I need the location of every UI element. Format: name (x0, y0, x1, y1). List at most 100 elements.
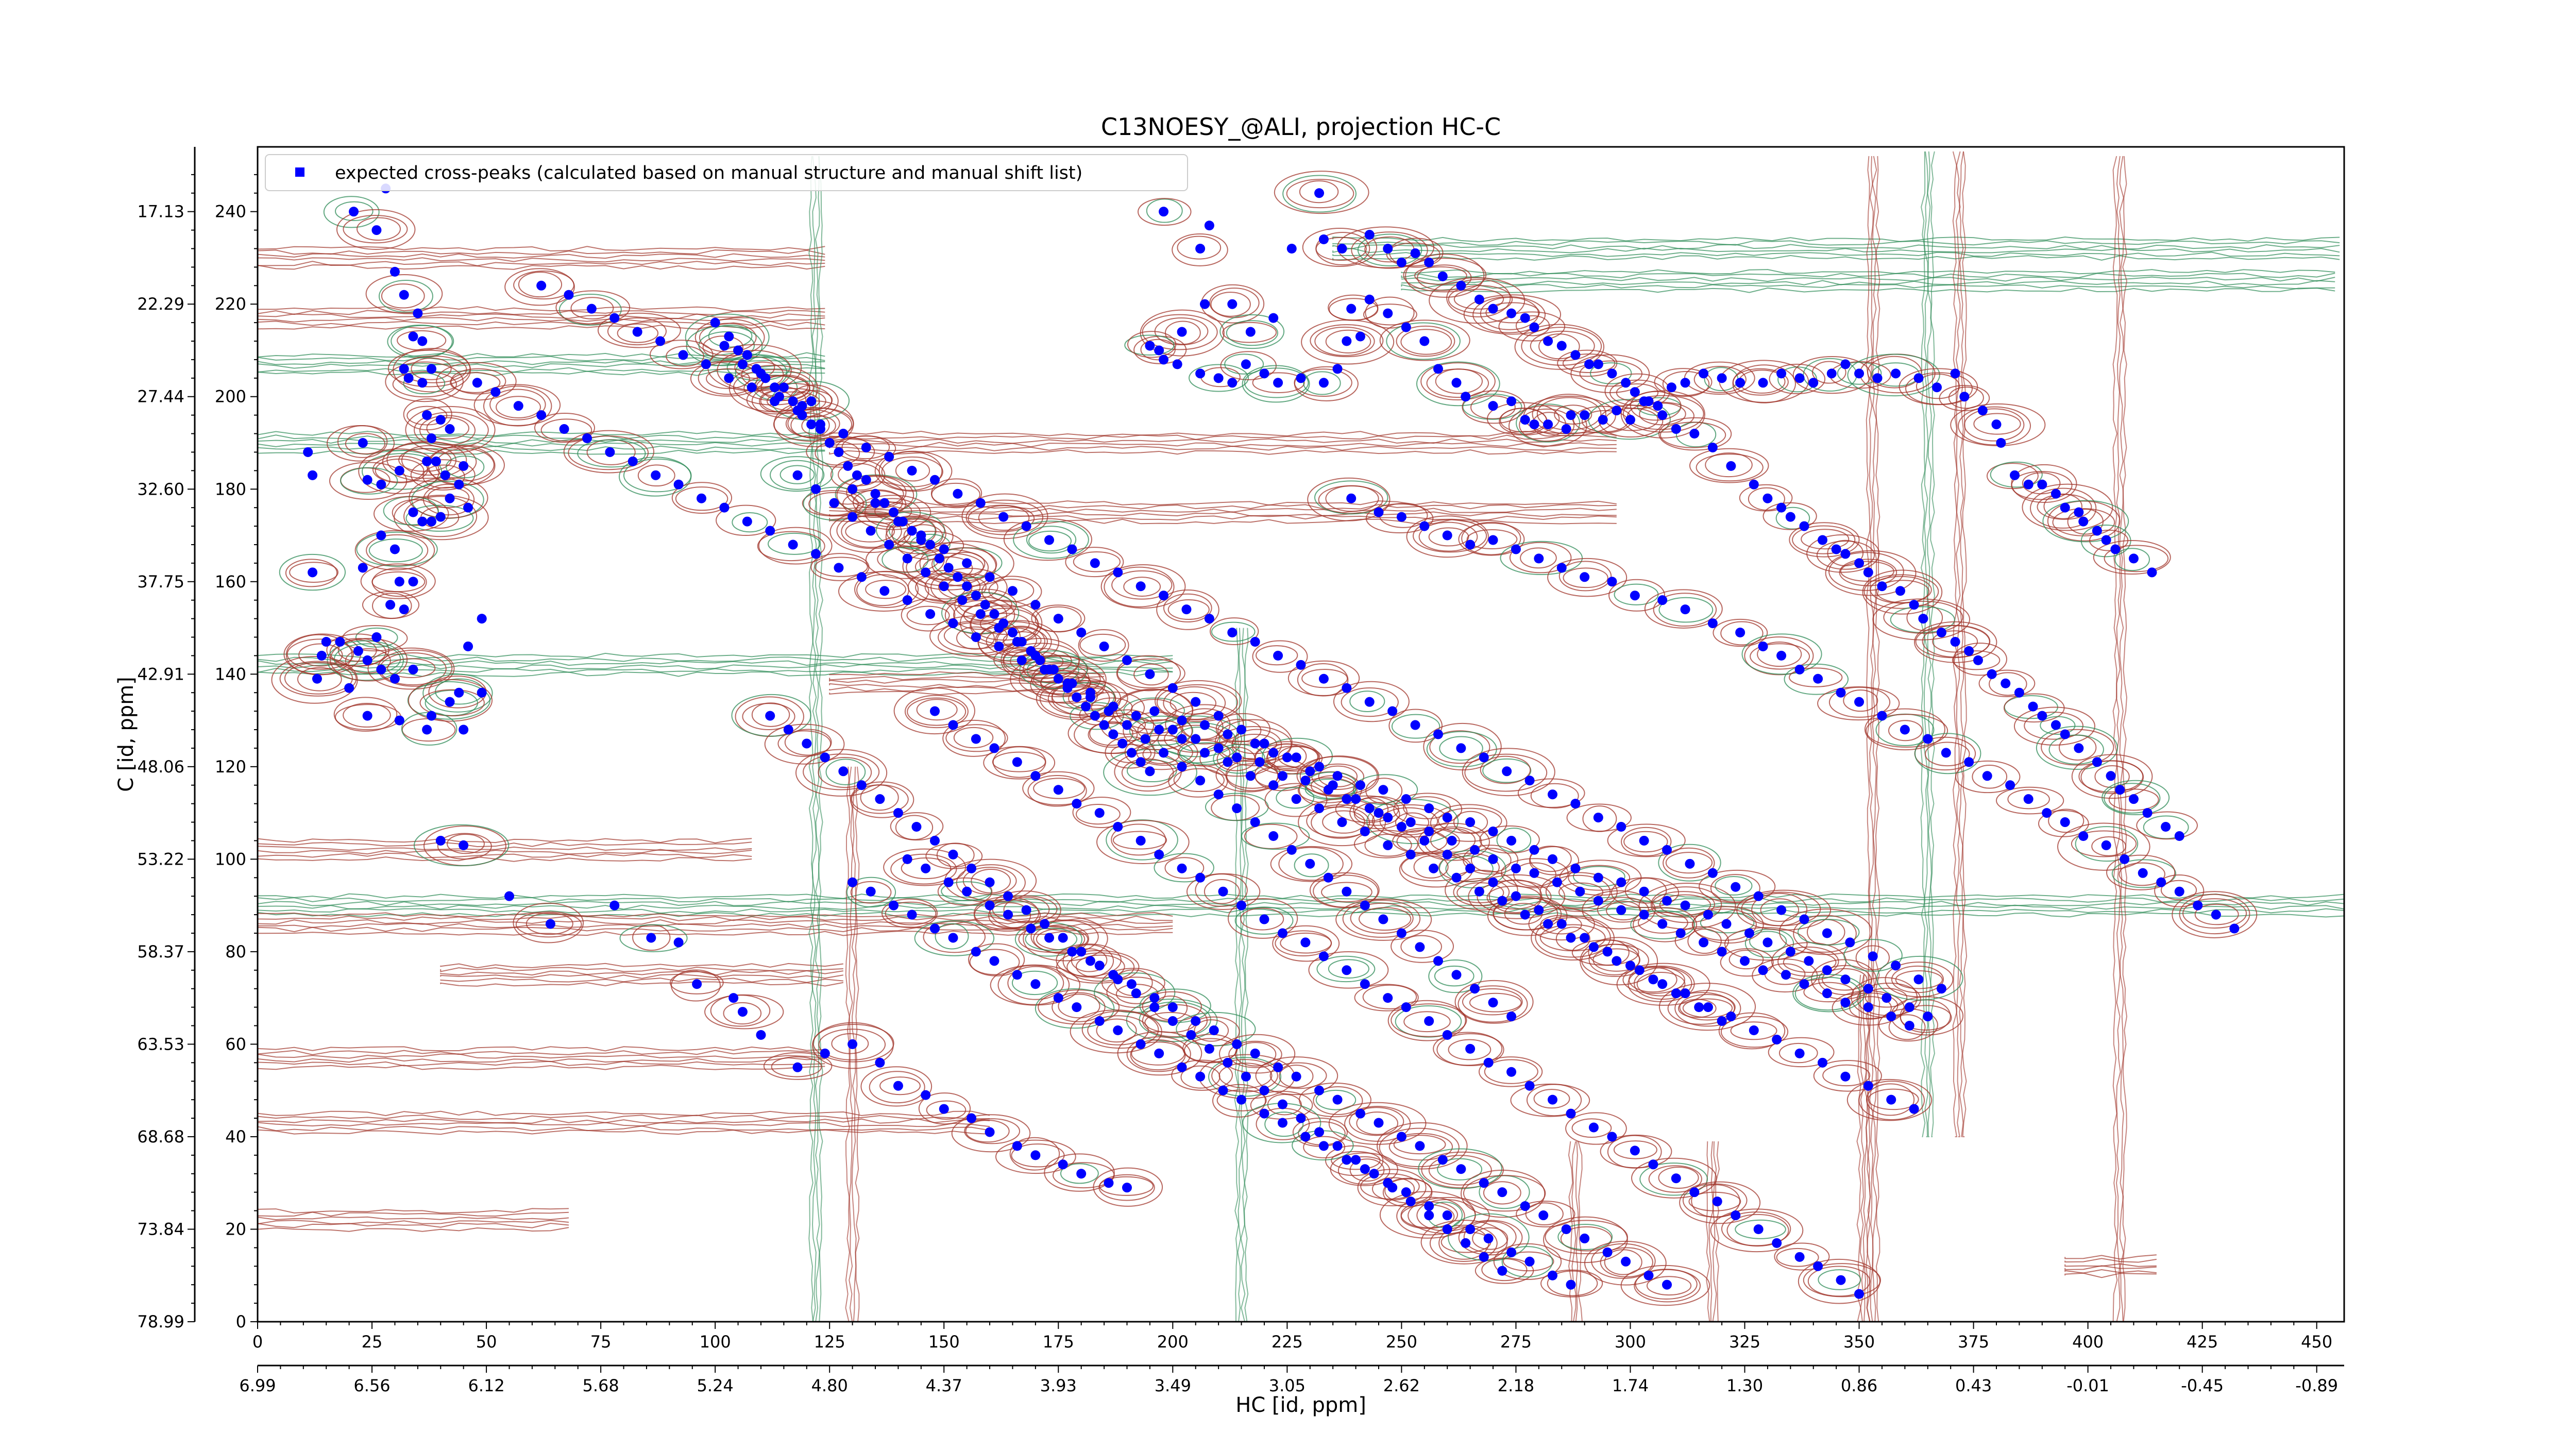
contour-ring (1131, 1041, 1185, 1066)
cross-peak-marker (861, 442, 871, 452)
contour-stripe (2064, 1258, 2157, 1263)
cross-peak-marker (1140, 734, 1150, 744)
cross-peak-marker (1506, 835, 1517, 846)
contour-ring (941, 592, 1020, 634)
cross-peak-marker (1369, 1169, 1379, 1179)
cross-peak-marker (2037, 479, 2047, 490)
contour-ring (1027, 774, 1087, 807)
cross-peak-marker (1561, 424, 1571, 434)
cross-peak-marker (1753, 891, 1764, 901)
contour-ring (1387, 1000, 1466, 1041)
contour-ring (1607, 823, 1686, 857)
contour-ring (1952, 650, 2001, 670)
contour-ring (770, 460, 825, 490)
cross-peak-marker (1241, 1071, 1251, 1082)
cross-peak-marker (1923, 734, 1933, 744)
contour-stripe (258, 1110, 990, 1117)
contour-ring (1736, 889, 1832, 931)
contour-ring (1316, 955, 1376, 983)
cross-peak-marker (1387, 706, 1398, 716)
contour-ring (1313, 1086, 1363, 1115)
contour-ring (993, 647, 1046, 673)
contour-ring (1866, 714, 1948, 748)
cross-peak-marker (1195, 872, 1206, 883)
contour-streak (1578, 1141, 1583, 1322)
cross-peak-marker (1799, 521, 1809, 531)
cross-peak-marker (1351, 794, 1361, 804)
cross-peak-marker (1662, 1279, 1672, 1290)
cross-peak-marker (728, 993, 739, 1003)
cross-peak-marker (1030, 600, 1041, 610)
cross-peak-marker (1497, 1266, 1507, 1276)
cross-peak-marker (1479, 1252, 1489, 1262)
cross-peak-marker (879, 498, 890, 508)
contour-ring (1604, 1249, 1642, 1275)
cross-peak-marker (1913, 373, 1924, 383)
cross-peak-marker (1694, 1002, 1704, 1013)
cross-peak-marker (609, 313, 620, 323)
cross-peak-marker (1744, 928, 1754, 938)
cross-peak-marker (770, 382, 780, 393)
cross-peak-marker (1286, 243, 1297, 254)
contour-ring (1396, 325, 1455, 357)
contour-ring (1606, 901, 1641, 921)
cross-peak-marker (2060, 502, 2070, 513)
cross-peak-marker (719, 341, 730, 351)
cross-peak-marker (1689, 1187, 1700, 1198)
cross-peak-marker (1588, 1122, 1599, 1133)
cross-peak-marker (1323, 872, 1333, 883)
contour-ring (496, 396, 541, 418)
cross-peak-marker (1405, 1197, 1416, 1207)
contour-ring (1100, 564, 1186, 609)
cross-peak-marker (1048, 664, 1059, 675)
contour-ring (1623, 831, 1668, 853)
contour-ring (803, 753, 880, 790)
cross-peak-marker (1067, 947, 1077, 957)
cross-peak-marker (724, 373, 734, 383)
contour-ring (1658, 597, 1714, 623)
cross-peak-marker (1556, 341, 1567, 351)
cross-peak-marker (1442, 530, 1452, 541)
contour-ring (1547, 1270, 1598, 1296)
cross-peak-marker (1648, 974, 1658, 985)
cross-peak-marker (1351, 1155, 1361, 1165)
cross-peak-marker (1840, 998, 1851, 1008)
cross-peak-marker (1520, 1201, 1530, 1211)
contour-ring (1234, 906, 1294, 935)
cross-peak-marker (362, 475, 372, 485)
cross-peak-marker (2120, 854, 2130, 864)
contour-ring (885, 901, 937, 925)
cross-peak-marker (1433, 364, 1443, 374)
cross-peak-marker (1218, 886, 1228, 897)
cross-peak-marker (1616, 877, 1626, 887)
cross-peak-marker (1007, 586, 1018, 596)
cross-peak-marker (1072, 799, 1082, 809)
contour-ring (988, 902, 1031, 929)
x-index-tick-label: 50 (476, 1332, 497, 1352)
contour-ring (2042, 500, 2129, 543)
cross-peak-marker (967, 863, 977, 873)
contour-ring (1865, 988, 1908, 1008)
contour-ring (1112, 831, 1167, 850)
y-ppm-tick-label: 58.37 (137, 942, 184, 962)
cross-peak-marker (1479, 752, 1489, 763)
contour-ring (563, 430, 655, 474)
contour-ring (1212, 1084, 1266, 1118)
contour-stripe (258, 356, 825, 362)
cross-peak-marker (1076, 947, 1087, 957)
contour-ring (1026, 657, 1079, 684)
cross-peak-marker (994, 641, 1004, 651)
cross-peak-marker (701, 359, 711, 369)
contour-ring (1477, 880, 1552, 915)
cross-peak-marker (1067, 544, 1077, 554)
contour-ring (1762, 502, 1817, 530)
cross-peak-marker (1122, 1183, 1132, 1193)
cross-peak-marker (1149, 706, 1160, 716)
contour-ring (1129, 715, 1194, 746)
contour-ring (387, 324, 453, 359)
contour-stripe (829, 445, 1617, 451)
contour-stripe (829, 682, 1105, 688)
cross-peak-marker (2092, 526, 2102, 536)
contour-ring (447, 833, 485, 854)
contour-ring (1547, 558, 1628, 597)
